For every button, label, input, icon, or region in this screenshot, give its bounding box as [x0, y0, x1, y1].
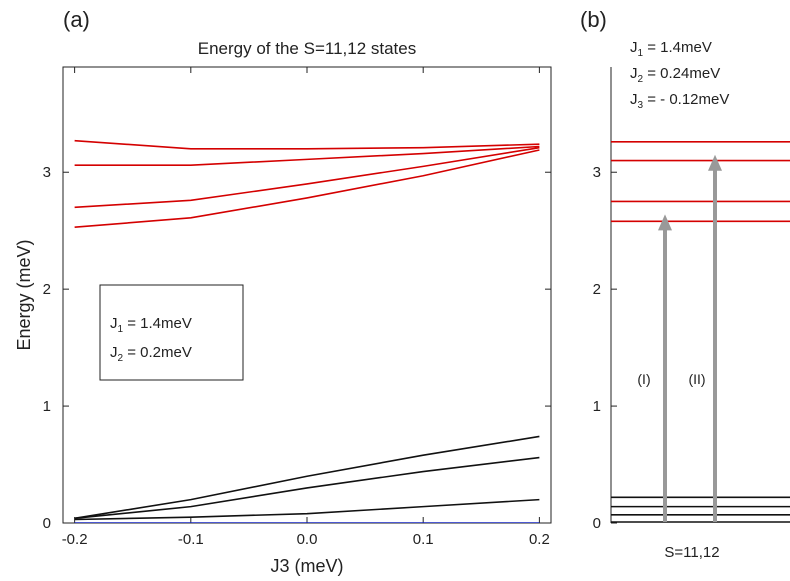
legend-entry: J1 = 1.4meV [110, 315, 192, 335]
a-series [74, 139, 540, 523]
series-line-7 [74, 498, 540, 521]
parameter-list: J1 = 1.4meV J2 = 0.24meV J3 = - 0.12meV [630, 39, 729, 111]
transition-arrow-head [708, 154, 722, 171]
x-tick-label: -0.2 [62, 531, 88, 548]
series-line-2 [74, 145, 540, 167]
panel-b: (b) 0 1 2 3 J1 = 1.4meV J2 = 0.24meV J3 = - 0… [580, 7, 790, 561]
b-ticks: 0 1 2 3 [593, 164, 617, 532]
x-axis-label: J3 (meV) [270, 556, 343, 576]
y-tick-label: 1 [43, 398, 51, 415]
b-y-tick-label: 1 [593, 398, 601, 415]
parameter-entry: J1 = 1.4meV [630, 39, 712, 59]
series-line-1 [74, 139, 540, 150]
panel-a-letter: (a) [63, 7, 90, 32]
transition-label: (II) [688, 371, 705, 387]
series-line-4 [74, 149, 540, 228]
series-line-5 [74, 435, 540, 520]
series-line-6 [74, 456, 540, 520]
series-line-3 [74, 146, 540, 209]
transition-label: (I) [637, 371, 650, 387]
panel-b-letter: (b) [580, 7, 607, 32]
chart-title: Energy of the S=11,12 states [198, 39, 416, 58]
panel-a: (a) Energy of the S=11,12 states -0.2 -0.… [14, 7, 552, 576]
x-tick-label: 0.1 [413, 531, 434, 548]
parameter-entry: J3 = - 0.12meV [630, 91, 729, 111]
parameter-entry: J2 = 0.24meV [630, 65, 720, 85]
b-x-label: S=11,12 [664, 544, 719, 561]
x-tick-label: 0.0 [297, 531, 318, 548]
legend-box: J1 = 1.4meV J2 = 0.2meV [99, 284, 244, 381]
b-y-tick-label: 0 [593, 515, 601, 532]
transition-arrow-head [658, 214, 672, 231]
energy-levels [611, 141, 790, 523]
b-y-tick-label: 2 [593, 281, 601, 298]
legend-lines: J1 = 1.4meV J2 = 0.2meV [110, 315, 192, 364]
a-ticks: -0.2 -0.1 0.0 0.1 0.2 0 1 2 3 [43, 67, 551, 548]
y-tick-label: 3 [43, 164, 51, 181]
transition-arrows: (I) (II) [637, 154, 722, 522]
legend-entry: J2 = 0.2meV [110, 344, 192, 364]
x-tick-label: 0.2 [529, 531, 550, 548]
b-y-tick-label: 3 [593, 164, 601, 181]
y-axis-label: Energy (meV) [14, 239, 34, 350]
y-tick-label: 2 [43, 281, 51, 298]
y-tick-label: 0 [43, 515, 51, 532]
x-tick-label: -0.1 [178, 531, 204, 548]
